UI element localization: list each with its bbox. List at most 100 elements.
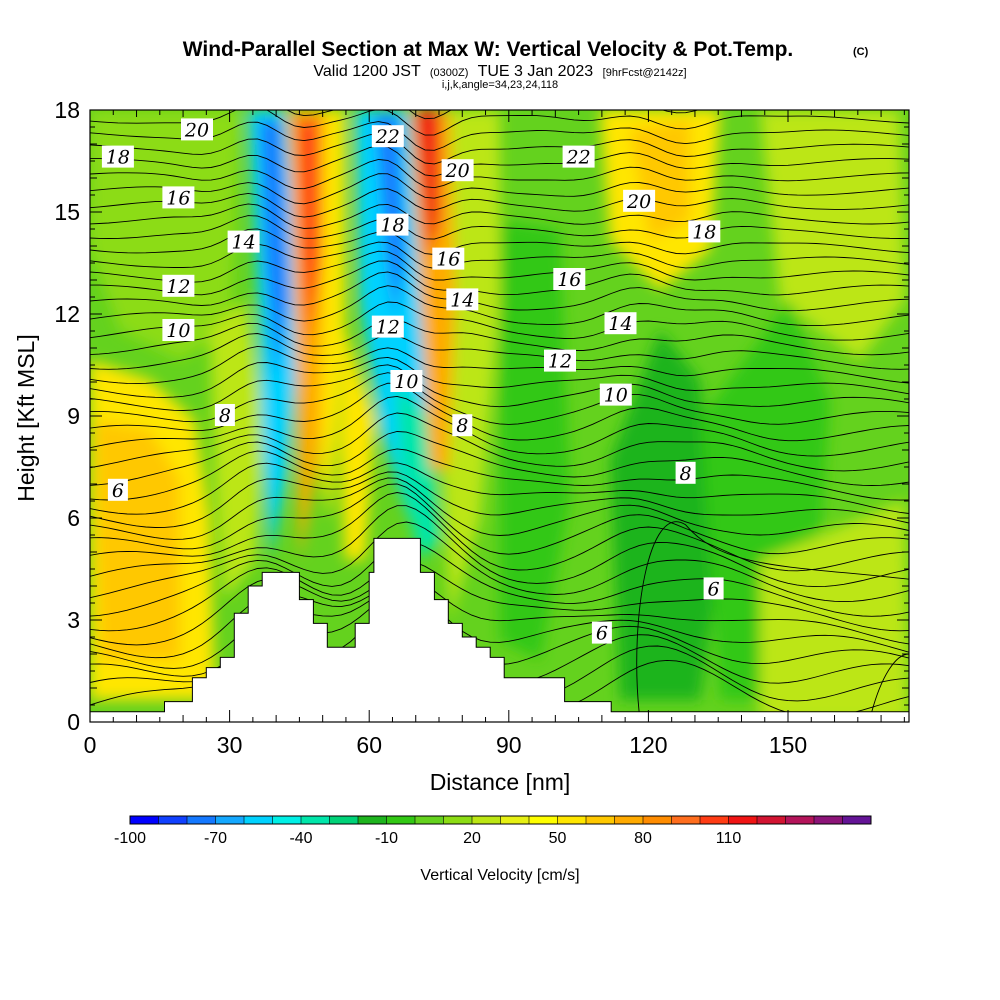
colorbar-swatch — [472, 816, 501, 824]
contour-label: 16 — [553, 268, 586, 291]
colorbar-tick-label: 50 — [549, 830, 567, 847]
contour-label-text: 8 — [680, 463, 692, 485]
theta-contour-line — [90, 301, 909, 341]
subtitle-valid: Valid 1200 JST — [313, 63, 421, 80]
theta-contour-line — [90, 431, 909, 486]
field-lightgreen-left — [210, 300, 265, 600]
contour-label-text: 20 — [184, 119, 209, 141]
theta-contour-line — [90, 471, 909, 528]
theta-contour-line — [90, 584, 909, 659]
y-tick-label: 3 — [67, 607, 80, 633]
y-tick-label: 18 — [54, 97, 80, 123]
x-tick-label: 0 — [84, 732, 97, 758]
contour-label-text: 22 — [375, 126, 400, 148]
theta-contour-line — [90, 159, 909, 190]
field-green-mid — [500, 220, 570, 660]
x-tick-label: 90 — [496, 732, 522, 758]
contour-label: 10 — [390, 370, 423, 393]
theta-contour-line — [90, 285, 909, 327]
contour-label-text: 14 — [450, 289, 474, 311]
contour-label: 6 — [591, 621, 612, 645]
contour-label: 10 — [599, 383, 632, 407]
colorbar-swatch — [244, 816, 273, 824]
contour-labels: 20 18 16 14 12 10 8 6 22 20 18 16 14 12 10 8 22 20 18 16 14 1… — [101, 118, 724, 645]
theta-contour-line — [90, 145, 909, 177]
contour-label: 12 — [371, 315, 404, 339]
theta-contour-line — [90, 521, 909, 603]
colorbar-swatch — [215, 816, 245, 824]
contour-label-text: 12 — [376, 317, 400, 339]
theta-contour-line — [90, 228, 909, 255]
contour-label-text: 12 — [166, 276, 190, 298]
theta-contour-line — [90, 483, 909, 555]
y-tick-label: 6 — [67, 505, 80, 531]
theta-contour-line — [90, 541, 909, 617]
theta-contour-line — [90, 356, 909, 398]
theta-contour-line — [90, 188, 909, 218]
colorbar-tick-label: 20 — [463, 830, 481, 847]
theta-contour-line — [90, 462, 909, 515]
theta-contour-line — [90, 132, 909, 165]
y-axis: 0 3 6 9 12 15 18 — [54, 97, 909, 735]
colorbar-swatch — [158, 816, 188, 824]
colorbar-swatch — [614, 816, 644, 824]
contour-label: 22 — [371, 125, 404, 148]
contour-label: 8 — [452, 414, 473, 437]
colorbar-swatch — [700, 816, 729, 824]
theta-contour-line — [90, 318, 909, 356]
colorbar-swatch — [529, 816, 558, 824]
theta-contour-line — [90, 215, 909, 240]
theta-contour-line — [90, 560, 909, 632]
colorbar-swatch — [500, 816, 530, 824]
colorbar-swatch — [557, 816, 587, 824]
colorbar-tick-label: -100 — [114, 830, 146, 847]
colorbar-swatch — [358, 816, 387, 824]
x-axis: 0 30 60 90 120 150 — [84, 110, 905, 758]
field-lightgreen-right-low — [760, 500, 909, 722]
y-axis-label: Height [Kft MSL] — [13, 334, 39, 501]
terrain-shape — [90, 537, 909, 722]
contour-label: 8 — [214, 404, 235, 427]
theta-contour-line — [90, 110, 909, 136]
y-tick-label: 9 — [67, 403, 80, 429]
theta-contour-line — [90, 121, 909, 151]
x-tick-label: 150 — [769, 732, 807, 758]
subtitle-date: TUE 3 Jan 2023 — [478, 63, 594, 80]
contour-label: 14 — [604, 312, 637, 335]
contour-label-text: 6 — [708, 578, 720, 600]
contour-label-text: 8 — [219, 405, 231, 427]
contour-label-text: 18 — [380, 215, 404, 237]
colorbar-swatch — [130, 816, 159, 824]
contour-label-text: 16 — [557, 269, 581, 291]
chart-title: Wind-Parallel Section at Max W: Vertical… — [183, 38, 794, 61]
colorbar-swatch — [386, 816, 416, 824]
theta-contour-line — [90, 345, 909, 385]
field-lightgreen-right — [760, 110, 905, 360]
colorbar-swatch — [187, 816, 216, 824]
contour-label: 12 — [162, 274, 195, 298]
contour-label-text: 18 — [106, 147, 130, 169]
theta-contour-line — [90, 364, 909, 411]
contour-label: 16 — [162, 186, 195, 209]
contour-label-text: 18 — [692, 221, 716, 243]
contour-label-text: 10 — [394, 371, 418, 393]
contour-label-text: 20 — [445, 160, 470, 182]
contour-label: 14 — [227, 230, 260, 254]
contour-label: 18 — [101, 145, 134, 169]
contour-label-text: 10 — [166, 320, 190, 342]
field-darkgreen-right — [610, 330, 720, 700]
plot-area: 20 18 16 14 12 10 8 6 22 20 18 16 14 12 10 8 22 20 18 16 14 1… — [90, 110, 909, 722]
theta-contour-line — [90, 395, 909, 457]
colorbar-tick-label: 80 — [634, 830, 652, 847]
contour-label-text: 14 — [232, 232, 256, 254]
chart-title-mark: (C) — [853, 46, 869, 58]
chart-subtitle: Valid 1200 JST (0300Z) TUE 3 Jan 2023 [9… — [313, 63, 686, 80]
theta-contour-line — [871, 653, 909, 712]
colorbar-swatch — [785, 816, 815, 824]
contour-label-text: 8 — [456, 415, 468, 437]
y-tick-label: 0 — [67, 709, 80, 735]
theta-contour-line — [90, 271, 909, 312]
theta-contour-line — [90, 412, 909, 472]
contour-label: 20 — [181, 118, 213, 141]
contour-label-text: 12 — [548, 351, 572, 373]
